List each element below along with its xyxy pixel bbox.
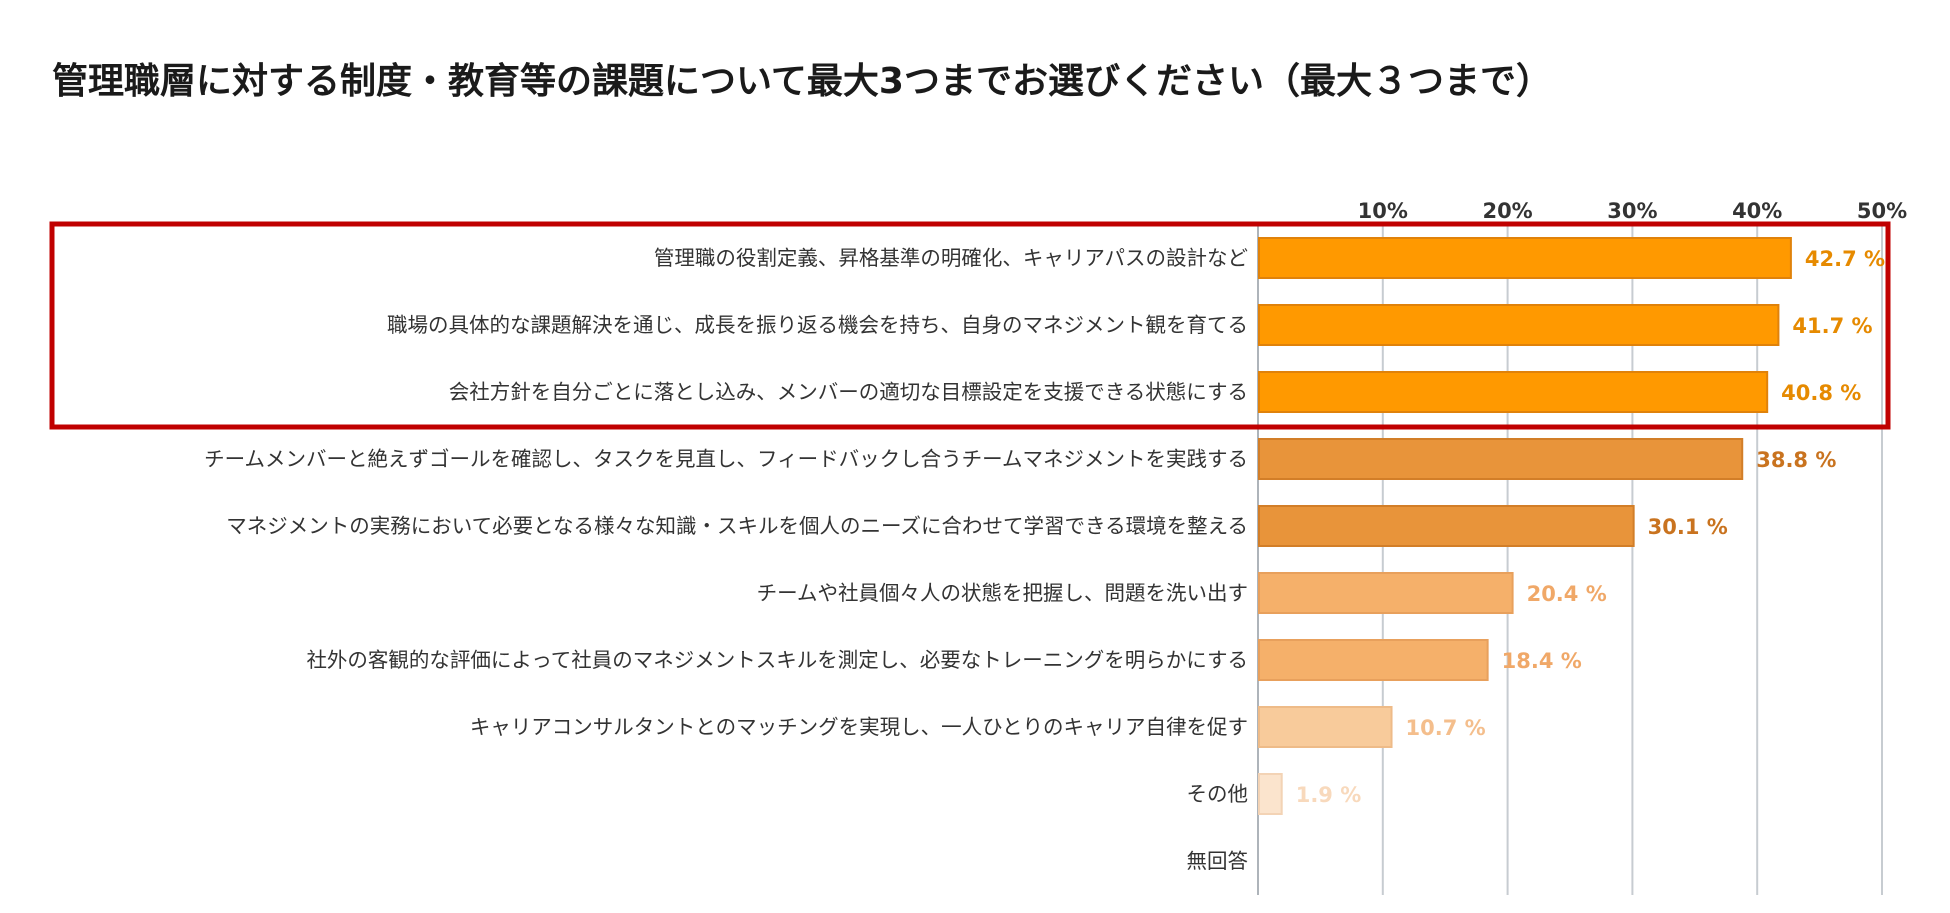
bar	[1258, 706, 1393, 748]
category-label: チームメンバーと絶えずゴールを確認し、タスクを見直し、フィードバックし合うチーム…	[204, 447, 1248, 471]
bar	[1258, 304, 1780, 346]
x-tick-label: 30%	[1607, 199, 1657, 223]
chart-title: 管理職層に対する制度・教育等の課題について最大3つまでお選びください（最大３つま…	[52, 61, 1552, 102]
category-label: マネジメントの実務において必要となる様々な知識・スキルを個人のニーズに合わせて学…	[226, 514, 1248, 538]
bar	[1258, 773, 1283, 815]
data-label: 1.9 %	[1296, 783, 1362, 807]
data-label: 20.4 %	[1527, 582, 1607, 606]
data-label: 10.7 %	[1406, 716, 1486, 740]
bar	[1258, 572, 1514, 614]
x-tick-label: 10%	[1358, 199, 1408, 223]
category-label: 管理職の役割定義、昇格基準の明確化、キャリアパスの設計など	[654, 246, 1248, 270]
x-tick-label: 20%	[1482, 199, 1532, 223]
category-label: 無回答	[1187, 849, 1249, 873]
category-label: 職場の具体的な課題解決を通じ、成長を振り返る機会を持ち、自身のマネジメント観を育…	[387, 313, 1248, 337]
category-label: チームや社員個々人の状態を把握し、問題を洗い出す	[757, 581, 1248, 605]
category-label: 社外の客観的な評価によって社員のマネジメントスキルを測定し、必要なトレーニングを…	[306, 648, 1248, 672]
category-label: キャリアコンサルタントとのマッチングを実現し、一人ひとりのキャリア自律を促す	[470, 715, 1248, 739]
category-label: その他	[1187, 782, 1249, 806]
bar	[1258, 237, 1792, 279]
data-label: 38.8 %	[1756, 448, 1836, 472]
data-label: 41.7 %	[1792, 314, 1872, 338]
bar	[1258, 438, 1744, 480]
bar	[1258, 505, 1635, 547]
data-label: 18.4 %	[1502, 649, 1582, 673]
x-tick-label: 50%	[1857, 199, 1907, 223]
x-tick-label: 40%	[1732, 199, 1782, 223]
category-label: 会社方針を自分ごとに落とし込み、メンバーの適切な目標設定を支援できる状態にする	[449, 380, 1248, 404]
data-label: 42.7 %	[1805, 247, 1885, 271]
bar	[1258, 371, 1769, 413]
data-label: 30.1 %	[1648, 515, 1728, 539]
data-label: 40.8 %	[1781, 381, 1861, 405]
highlight-box	[49, 221, 1891, 430]
bar	[1258, 639, 1489, 681]
